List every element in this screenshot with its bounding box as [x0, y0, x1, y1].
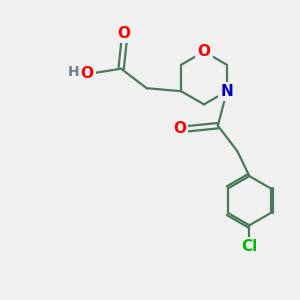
Text: O: O	[197, 44, 211, 59]
Text: O: O	[118, 26, 130, 41]
Text: Cl: Cl	[241, 239, 257, 254]
Text: O: O	[81, 66, 94, 81]
Text: H: H	[67, 65, 79, 79]
Text: N: N	[220, 84, 233, 99]
Text: O: O	[173, 121, 186, 136]
